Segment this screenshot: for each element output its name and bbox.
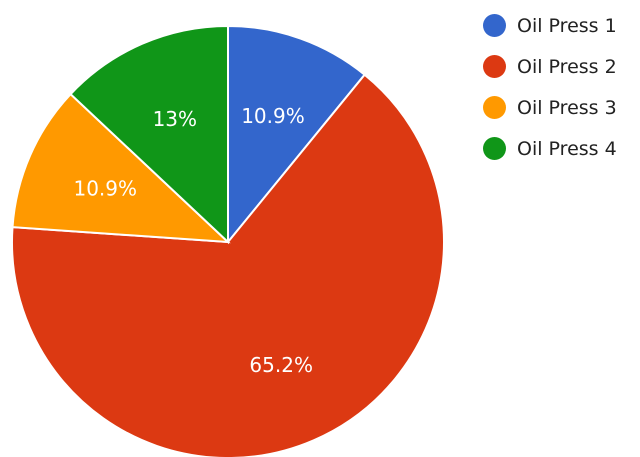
legend-label-oil-press-3: Oil Press 3 [517,96,617,119]
legend-label-oil-press-4: Oil Press 4 [517,137,617,160]
pie-slice-labels: 10.9% 65.2% 10.9% 13% [73,104,312,377]
legend-item-oil-press-4[interactable]: Oil Press 4 [483,128,617,169]
pie-slice-label-oil-press-2: 65.2% [249,353,313,377]
legend-swatch-oil-press-1 [483,14,506,37]
legend: Oil Press 1 Oil Press 2 Oil Press 3 Oil … [483,5,617,169]
legend-swatch-oil-press-2 [483,55,506,78]
legend-label-oil-press-1: Oil Press 1 [517,14,617,37]
pie-slice-oil-press-2[interactable] [11,73,445,457]
pie-slice-label-oil-press-3: 10.9% [73,176,137,200]
pie-slices [11,24,445,457]
legend-item-oil-press-2[interactable]: Oil Press 2 [483,46,617,87]
pie-slice-oil-press-4[interactable] [69,24,229,245]
pie-slice-oil-press-1[interactable] [227,24,367,245]
legend-swatch-oil-press-3 [483,96,506,119]
pie-slice-oil-press-3[interactable] [11,92,231,244]
legend-item-oil-press-1[interactable]: Oil Press 1 [483,5,617,46]
pie-slice-label-oil-press-1: 10.9% [241,104,305,128]
legend-item-oil-press-3[interactable]: Oil Press 3 [483,87,617,128]
legend-swatch-oil-press-4 [483,137,506,160]
legend-label-oil-press-2: Oil Press 2 [517,55,617,78]
pie-slice-label-oil-press-4: 13% [153,107,197,131]
